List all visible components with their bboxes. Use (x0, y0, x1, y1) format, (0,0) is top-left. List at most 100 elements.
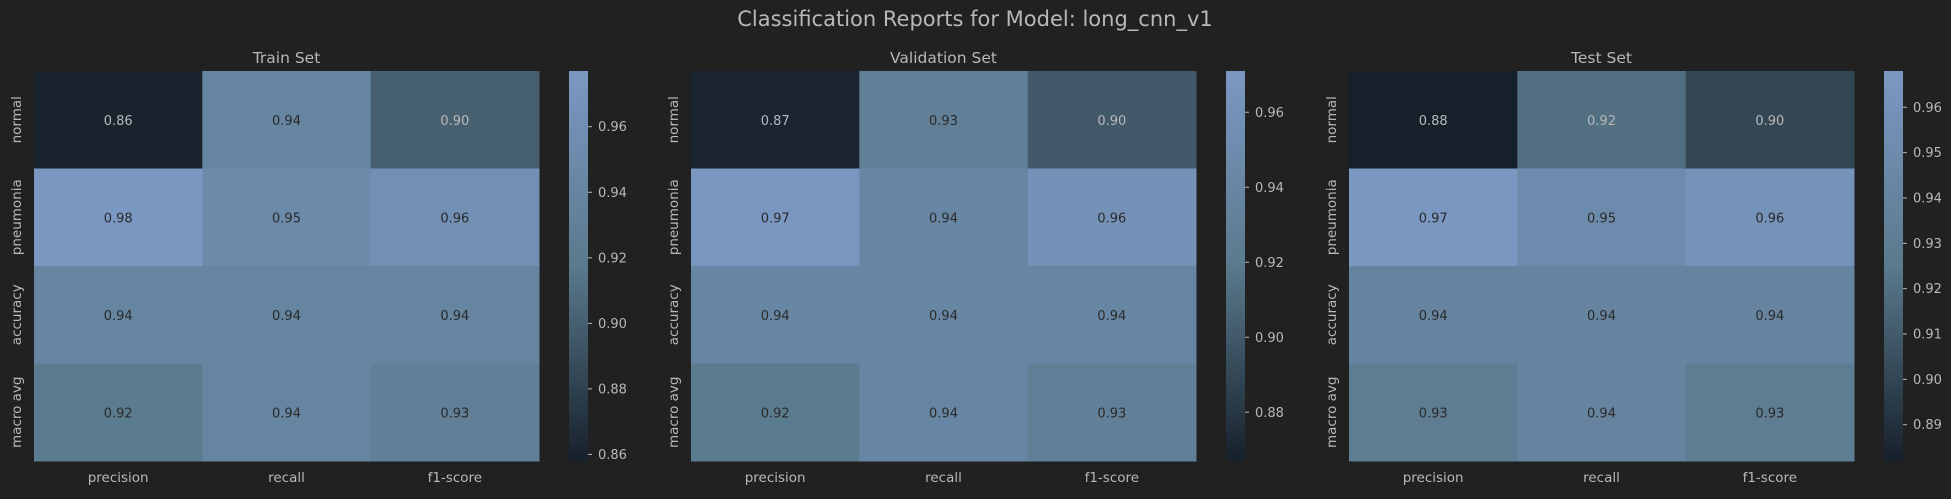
heatmap-panel: Train Set 0.86 0.94 0.90 0.98 0.95 0.96 0.94 0.9… (9, 49, 627, 486)
column-tick-label: recall (1583, 470, 1620, 486)
row-tick-label: normal (666, 96, 682, 143)
heatmap-cell (1517, 71, 1687, 169)
colorbar-tick-label: 0.90 (1255, 331, 1284, 346)
colorbar-tick-label: 0.94 (1913, 191, 1942, 206)
row-tick-label: macro avg (1324, 377, 1340, 448)
cell-value-label: 0.94 (1587, 406, 1616, 421)
heatmap-cell (691, 71, 860, 169)
row-tick-label: normal (1324, 96, 1340, 143)
colorbar-tick-label: 0.96 (1255, 106, 1284, 121)
heatmap-cell (859, 363, 1029, 462)
heatmap-cell (1349, 71, 1518, 169)
cell-value-label: 0.93 (929, 114, 958, 129)
colorbar-tick-label: 0.90 (598, 317, 627, 332)
cell-value-label: 0.94 (272, 114, 301, 129)
colorbar-tick-label: 0.92 (1255, 256, 1284, 271)
column-tick-label: f1-score (1085, 470, 1140, 486)
cell-value-label: 0.97 (761, 211, 790, 226)
cell-value-label: 0.90 (440, 114, 469, 129)
cell-value-label: 0.94 (1755, 309, 1784, 324)
column-tick-label: recall (925, 470, 962, 486)
heatmap-cell (34, 168, 203, 267)
heatmap-cell (202, 266, 372, 364)
colorbar-tick-label: 0.94 (1255, 181, 1284, 196)
colorbar-tick-label: 0.88 (598, 382, 627, 397)
heatmap-cell (1517, 363, 1687, 462)
cell-value-label: 0.97 (1419, 211, 1448, 226)
cell-value-label: 0.94 (1097, 309, 1126, 324)
heatmap-cell (1685, 363, 1855, 462)
cell-value-label: 0.96 (1097, 211, 1126, 226)
cell-value-label: 0.94 (104, 309, 133, 324)
colorbar (1884, 71, 1903, 461)
cell-value-label: 0.92 (1587, 114, 1616, 129)
cell-value-label: 0.87 (761, 114, 790, 129)
heatmap-cell (1349, 363, 1518, 462)
colorbar (569, 71, 588, 461)
column-tick-label: precision (1403, 470, 1464, 486)
cell-value-label: 0.94 (272, 309, 301, 324)
panel-title: Test Set (1570, 49, 1632, 67)
heatmap-cell (691, 363, 860, 462)
heatmap-cell (1027, 266, 1197, 364)
heatmap-panel: Validation Set 0.87 0.93 0.90 0.97 0.94 0.96 0.… (666, 49, 1284, 486)
cell-value-label: 0.92 (104, 406, 133, 421)
column-tick-label: f1-score (1743, 470, 1798, 486)
row-tick-label: accuracy (9, 284, 25, 345)
cell-value-label: 0.96 (1755, 211, 1784, 226)
heatmap-cell (1517, 266, 1687, 364)
panel-title: Train Set (252, 49, 321, 67)
colorbar-tick-label: 0.93 (1913, 237, 1942, 252)
heatmap-cell (370, 168, 540, 267)
heatmap-cell (1027, 71, 1197, 169)
cell-value-label: 0.94 (272, 406, 301, 421)
colorbar-tick-label: 0.96 (598, 120, 627, 135)
row-tick-label: pneumonia (9, 179, 25, 255)
colorbar-tick-label: 0.96 (1913, 101, 1942, 116)
colorbar-tick-label: 0.94 (598, 186, 627, 201)
cell-value-label: 0.90 (1755, 114, 1784, 129)
panel-title: Validation Set (890, 49, 997, 67)
cell-value-label: 0.94 (929, 211, 958, 226)
heatmap-cell (370, 71, 540, 169)
column-tick-label: f1-score (428, 470, 483, 486)
heatmap-cell (1517, 168, 1687, 267)
row-tick-label: macro avg (666, 377, 682, 448)
heatmap-cell (34, 363, 203, 462)
cell-value-label: 0.96 (440, 211, 469, 226)
cell-value-label: 0.94 (440, 309, 469, 324)
cell-value-label: 0.94 (761, 309, 790, 324)
row-tick-label: accuracy (1324, 284, 1340, 345)
colorbar-tick-label: 0.92 (598, 251, 627, 266)
colorbar-tick-label: 0.89 (1913, 418, 1942, 433)
row-tick-label: pneumonia (666, 179, 682, 255)
cell-value-label: 0.98 (104, 211, 133, 226)
heatmap-cell (1349, 266, 1518, 364)
heatmap-cell (1685, 266, 1855, 364)
cell-value-label: 0.95 (272, 211, 301, 226)
cell-value-label: 0.90 (1097, 114, 1126, 129)
heatmap-cell (859, 168, 1029, 267)
heatmap-panels: Train Set 0.86 0.94 0.90 0.98 0.95 0.96 0.94 0.9… (9, 49, 1942, 486)
heatmap-cell (202, 71, 372, 169)
row-tick-label: pneumonia (1324, 179, 1340, 255)
cell-value-label: 0.86 (104, 114, 133, 129)
heatmap-cell (1027, 168, 1197, 267)
colorbar-tick-label: 0.95 (1913, 146, 1942, 161)
cell-value-label: 0.94 (929, 309, 958, 324)
cell-value-label: 0.94 (929, 406, 958, 421)
heatmap-cell (370, 363, 540, 462)
cell-value-label: 0.92 (761, 406, 790, 421)
colorbar-tick-label: 0.91 (1913, 328, 1942, 343)
heatmap-cell (859, 71, 1029, 169)
column-tick-label: precision (745, 470, 806, 486)
colorbar-tick-label: 0.90 (1913, 373, 1942, 388)
row-tick-label: accuracy (666, 284, 682, 345)
column-tick-label: recall (268, 470, 305, 486)
cell-value-label: 0.95 (1587, 211, 1616, 226)
colorbar-tick-label: 0.86 (598, 448, 627, 463)
heatmap-cell (1349, 168, 1518, 267)
colorbar (1226, 71, 1245, 461)
heatmap-cell (202, 363, 372, 462)
